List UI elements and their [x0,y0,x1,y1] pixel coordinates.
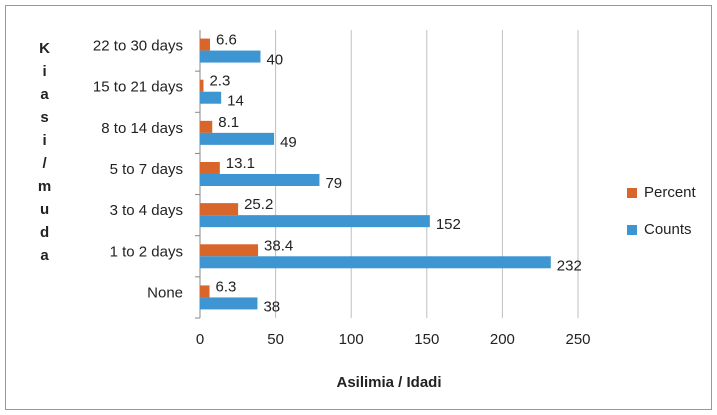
legend-swatch [627,225,637,235]
bar [200,203,239,216]
data-label: 25.2 [244,196,273,213]
bar [200,38,210,51]
x-tick-label: 250 [565,331,590,348]
bar [200,50,261,63]
bar [200,79,204,92]
data-label: 13.1 [226,155,255,172]
x-tick-label: 150 [414,331,439,348]
x-axis-label: Asilimia / Idadi [336,374,441,391]
x-tick-label: 50 [267,331,284,348]
data-label: 38 [263,298,280,315]
data-label: 14 [227,93,244,110]
data-label: 232 [557,257,582,274]
bar [200,174,320,186]
y-tick-label: None [147,284,183,301]
data-label: 6.3 [216,278,237,295]
x-tick-label: 200 [490,331,515,348]
chart-border [5,5,712,410]
data-label: 8.1 [218,114,239,131]
y-tick-label: 1 to 2 days [110,243,183,260]
y-tick-label: 8 to 14 days [101,120,183,137]
bar [200,285,210,298]
x-tick-label: 0 [196,331,204,348]
bar [200,162,220,174]
legend-label: Percent [644,184,697,201]
y-axis-label: Kiasi/muda [36,40,53,270]
data-label: 6.6 [216,32,237,49]
legend-swatch [627,188,637,198]
bar [200,256,551,269]
x-tick-label: 100 [339,331,364,348]
data-label: 49 [280,134,297,151]
bar [200,132,275,145]
legend-label: Counts [644,221,692,238]
data-label: 152 [436,216,461,233]
bar [200,297,258,310]
data-label: 38.4 [264,237,293,254]
y-tick-label: 15 to 21 days [93,79,183,96]
bar [200,215,430,228]
bar [200,120,213,133]
data-label: 2.3 [209,73,230,90]
y-tick-label: 5 to 7 days [110,161,183,178]
data-label: 79 [325,175,342,192]
bar [200,244,259,257]
data-label: 40 [266,52,283,69]
bar [200,91,222,104]
y-tick-label: 3 to 4 days [110,202,183,219]
y-tick-label: 22 to 30 days [93,38,183,55]
